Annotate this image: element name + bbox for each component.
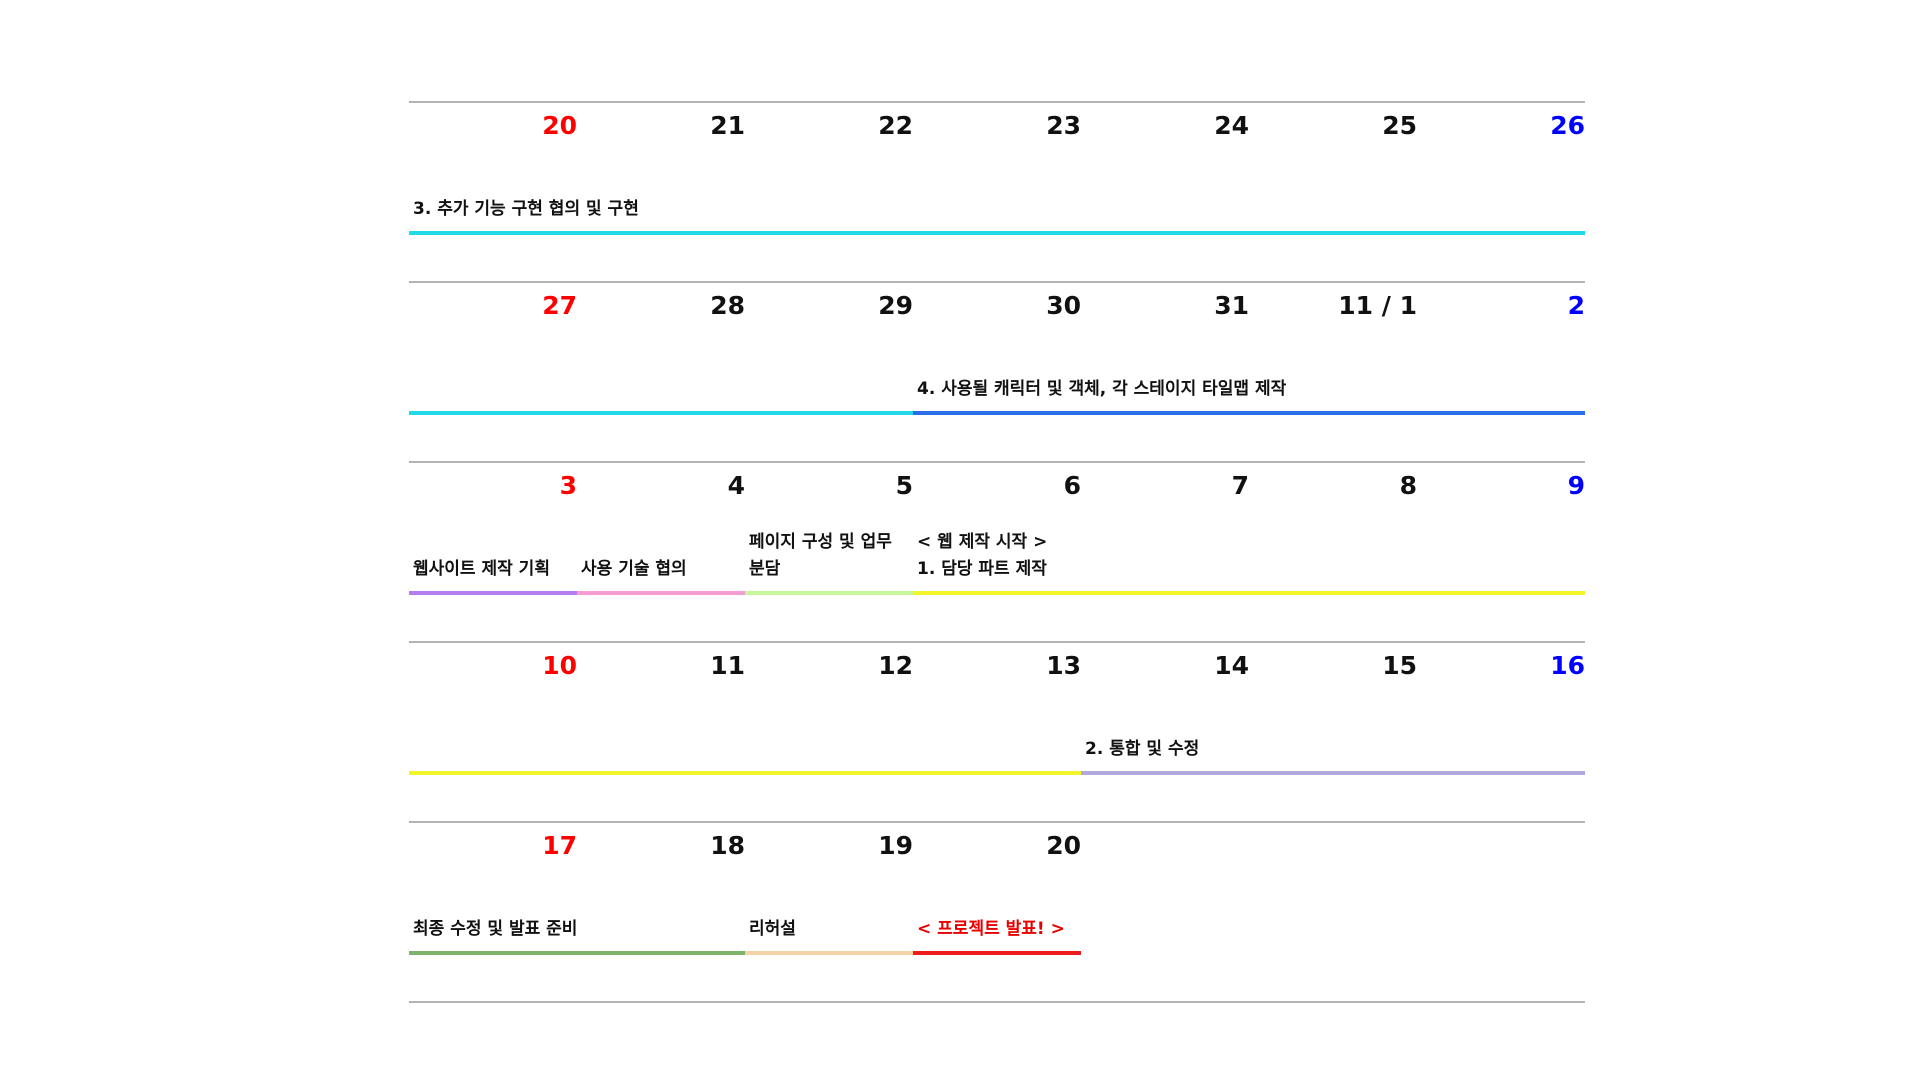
day-number: 3	[559, 471, 577, 500]
day-number: 29	[878, 291, 913, 320]
day-number: 10	[542, 651, 577, 680]
day-number: 17	[542, 831, 577, 860]
day-number: 22	[878, 111, 913, 140]
event-label: 2. 통합 및 수정	[1085, 739, 1200, 759]
event-bar	[745, 951, 913, 955]
day-number: 15	[1382, 651, 1417, 680]
event-label: 분담	[749, 559, 781, 579]
day-number: 19	[878, 831, 913, 860]
event-bar	[577, 591, 745, 595]
event-bar	[745, 591, 913, 595]
day-number: 14	[1214, 651, 1249, 680]
event-bar	[913, 951, 1081, 955]
event-bar	[409, 591, 577, 595]
day-number: 16	[1550, 651, 1585, 680]
day-number: 31	[1214, 291, 1249, 320]
day-number: 11 / 1	[1338, 291, 1417, 320]
event-bar	[1081, 771, 1585, 775]
event-label: 4. 사용될 캐릭터 및 객체, 각 스테이지 타일맵 제작	[917, 379, 1287, 399]
day-number: 8	[1399, 471, 1417, 500]
day-number: 13	[1046, 651, 1081, 680]
event-label: 사용 기술 협의	[581, 559, 687, 579]
week-row: 27 28 29 30 31 11 / 1 2 4. 사용될 캐릭터 및 객체, 각 스테이지…	[409, 281, 1585, 461]
day-number: 23	[1046, 111, 1081, 140]
event-label: 1. 담당 파트 제작	[917, 559, 1047, 579]
event-bar	[409, 231, 1585, 235]
event-bar	[913, 411, 1585, 415]
event-bar	[409, 951, 745, 955]
day-number: 24	[1214, 111, 1249, 140]
day-number: 18	[710, 831, 745, 860]
day-number: 26	[1550, 111, 1585, 140]
week-row: 17 18 19 20 최종 수정 및 발표 준비 리허설 < 프로젝트 발표! >	[409, 821, 1585, 1003]
event-label: 리허설	[749, 919, 796, 939]
event-bar	[409, 771, 1081, 775]
day-number: 5	[895, 471, 913, 500]
event-bar	[913, 591, 1585, 595]
day-number: 25	[1382, 111, 1417, 140]
day-number: 20	[1046, 831, 1081, 860]
day-number: 11	[710, 651, 745, 680]
event-label: 최종 수정 및 발표 준비	[413, 919, 578, 939]
calendar: 20 21 22 23 24 25 26 3. 추가 기능 구현 협의 및 구현 27 28 29 3…	[409, 101, 1585, 1003]
week-row: 20 21 22 23 24 25 26 3. 추가 기능 구현 협의 및 구현	[409, 101, 1585, 281]
day-number: 30	[1046, 291, 1081, 320]
day-number: 9	[1567, 471, 1585, 500]
event-bar	[409, 411, 913, 415]
day-number: 2	[1567, 291, 1585, 320]
week-row: 10 11 12 13 14 15 16 2. 통합 및 수정	[409, 641, 1585, 821]
day-number: 12	[878, 651, 913, 680]
event-label: 페이지 구성 및 업무	[749, 532, 892, 552]
day-number: 28	[710, 291, 745, 320]
event-label: 3. 추가 기능 구현 협의 및 구현	[413, 199, 639, 219]
day-number: 7	[1231, 471, 1249, 500]
day-number: 27	[542, 291, 577, 320]
event-label: 웹사이트 제작 기획	[413, 559, 550, 579]
day-number: 20	[542, 111, 577, 140]
day-number: 21	[710, 111, 745, 140]
day-number: 4	[727, 471, 745, 500]
event-label: < 웹 제작 시작 >	[917, 532, 1048, 552]
day-number: 6	[1063, 471, 1081, 500]
event-label: < 프로젝트 발표! >	[917, 919, 1065, 939]
